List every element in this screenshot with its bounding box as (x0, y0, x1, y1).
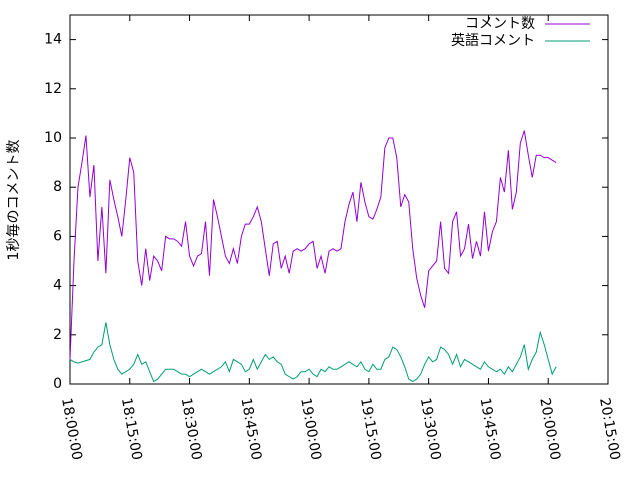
x-tick-label: 18:45:00 (237, 397, 264, 462)
x-tick-label: 18:30:00 (178, 397, 205, 462)
x-tick-label: 20:15:00 (596, 397, 623, 462)
plot-border (69, 14, 609, 385)
y-axis-label: 1秒毎のコメント数 (6, 140, 22, 261)
x-tick-label: 19:45:00 (477, 397, 504, 462)
x-tick-label: 20:00:00 (536, 397, 563, 462)
y-tick-label: 10 (44, 130, 62, 146)
x-tick-label: 19:00:00 (297, 397, 324, 462)
x-tick-label: 18:00:00 (58, 397, 85, 462)
x-tick-label: 18:15:00 (118, 397, 145, 462)
x-tick-label: 19:15:00 (357, 397, 384, 462)
legend-label: コメント数 (465, 16, 535, 32)
legend-label: 英語コメント (451, 32, 535, 49)
x-tick-label: 19:30:00 (417, 397, 444, 462)
y-tick-label: 0 (53, 376, 62, 392)
series-line (69, 130, 557, 360)
series-line (69, 322, 557, 383)
y-tick-label: 14 (44, 32, 62, 48)
y-tick-label: 4 (53, 278, 62, 294)
y-tick-label: 2 (53, 327, 62, 343)
y-tick-label: 8 (53, 179, 62, 195)
y-tick-label: 12 (44, 81, 62, 97)
y-tick-label: 6 (53, 228, 62, 244)
